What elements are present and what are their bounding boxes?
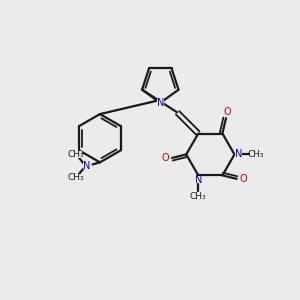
Text: CH₃: CH₃ (248, 150, 264, 159)
Text: CH₃: CH₃ (190, 192, 207, 201)
Bar (69, 174, 82, 181)
Bar (69, 151, 82, 158)
Bar (250, 151, 261, 158)
Text: O: O (162, 153, 170, 163)
Text: O: O (239, 174, 247, 184)
Text: N: N (83, 161, 90, 171)
Bar (83, 162, 90, 169)
Text: CH₃: CH₃ (67, 150, 84, 159)
Text: N: N (195, 175, 202, 185)
Text: O: O (223, 107, 231, 117)
Bar (161, 154, 170, 161)
Bar (235, 151, 242, 158)
Bar (239, 175, 247, 182)
Bar (193, 193, 204, 200)
Text: N: N (157, 98, 164, 108)
Bar (157, 99, 164, 106)
Bar (223, 108, 231, 115)
Bar (195, 176, 202, 183)
Text: N: N (235, 149, 242, 159)
Text: CH₃: CH₃ (67, 173, 84, 182)
